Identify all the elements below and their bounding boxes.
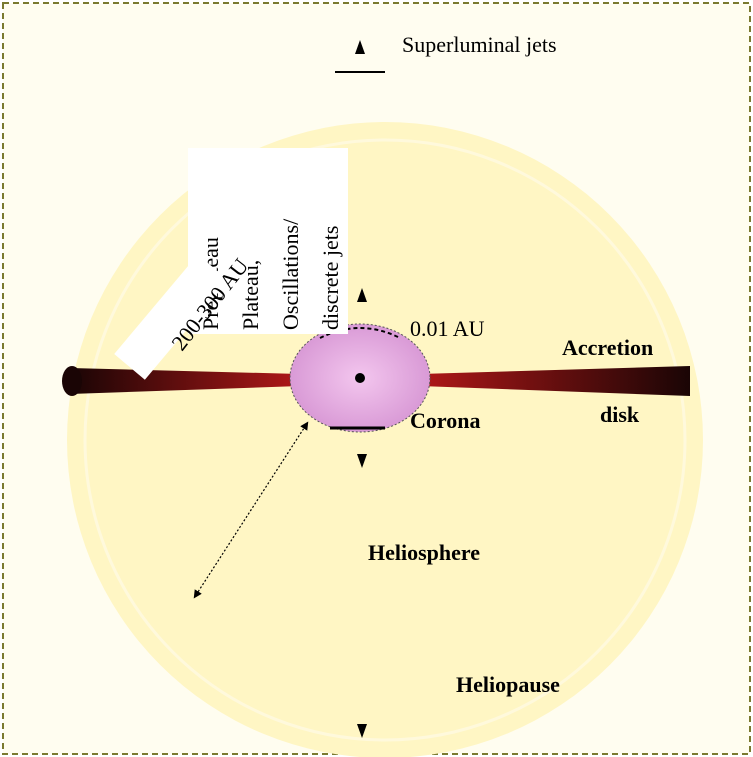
label: discrete jets: [318, 226, 343, 330]
label: Heliosphere: [368, 540, 480, 565]
diagram: Superluminal jets Preplateau Plateau, Os…: [0, 0, 753, 757]
label: 0.01 AU: [410, 316, 485, 341]
label: Oscillations/: [278, 218, 303, 330]
heliopause-circle: [67, 122, 703, 757]
central-star: [355, 373, 365, 383]
label: disk: [600, 402, 640, 427]
disk-end: [62, 366, 82, 396]
label: Heliopause: [456, 672, 560, 697]
label: Corona: [410, 408, 481, 433]
label: Superluminal jets: [402, 32, 557, 57]
label: Accretion: [562, 335, 653, 360]
